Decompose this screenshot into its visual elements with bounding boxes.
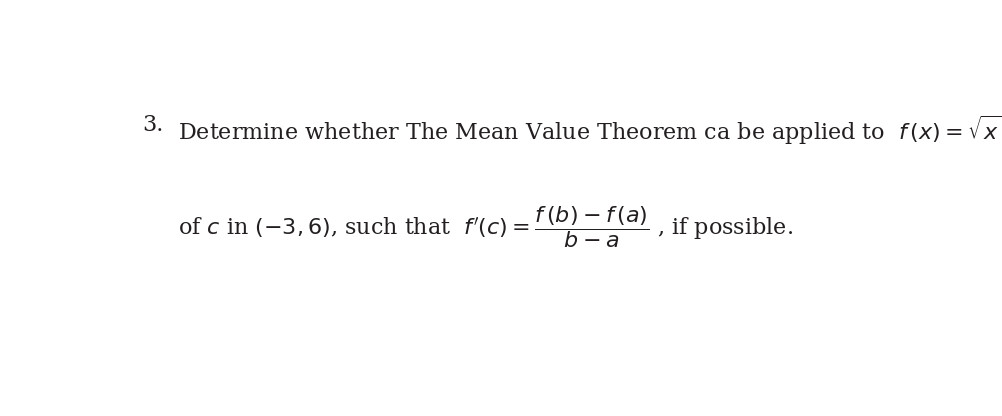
Text: Determine whether The Mean Value Theorem ca be applied to  $f\,(x)=\sqrt{x+3}$  : Determine whether The Mean Value Theorem… xyxy=(178,114,1002,147)
Text: of $c$ in $(-3,6)$, such that  $f^{\prime}(c)=\dfrac{f\,(b)-f\,(a)}{b-a}$ , if p: of $c$ in $(-3,6)$, such that $f^{\prime… xyxy=(178,204,793,250)
Text: 3.: 3. xyxy=(142,114,163,136)
